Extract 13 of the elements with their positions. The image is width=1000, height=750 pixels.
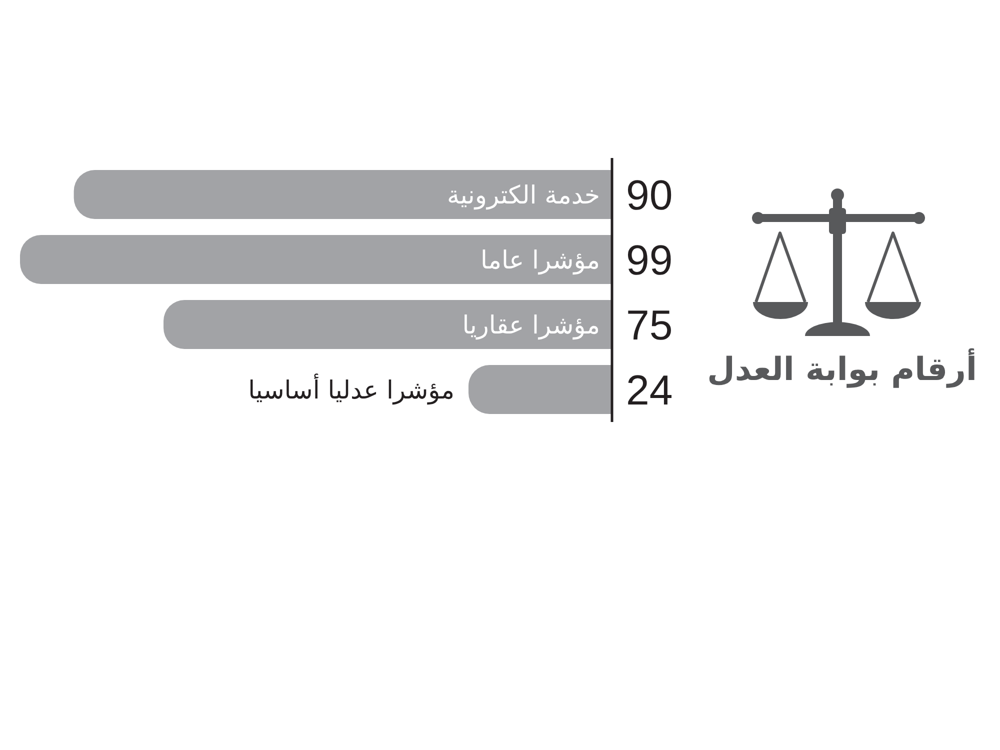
bar (74, 170, 612, 219)
y-tick-label: مؤشرا عقاريا (462, 310, 600, 340)
bar (20, 235, 612, 284)
data-label: 99 (626, 236, 673, 284)
bar (164, 300, 612, 349)
data-label: 75 (626, 302, 673, 348)
data-label: 90 (626, 172, 673, 218)
y-tick-label: مؤشرا عدليا أساسيا (248, 374, 454, 406)
data-label: 24 (626, 366, 673, 414)
bar (468, 365, 612, 414)
title: أرقام بوابة العدل (707, 350, 977, 388)
y-tick-label: خدمة الكترونية (446, 180, 600, 210)
y-tick-label: مؤشرا عاما (480, 246, 600, 276)
